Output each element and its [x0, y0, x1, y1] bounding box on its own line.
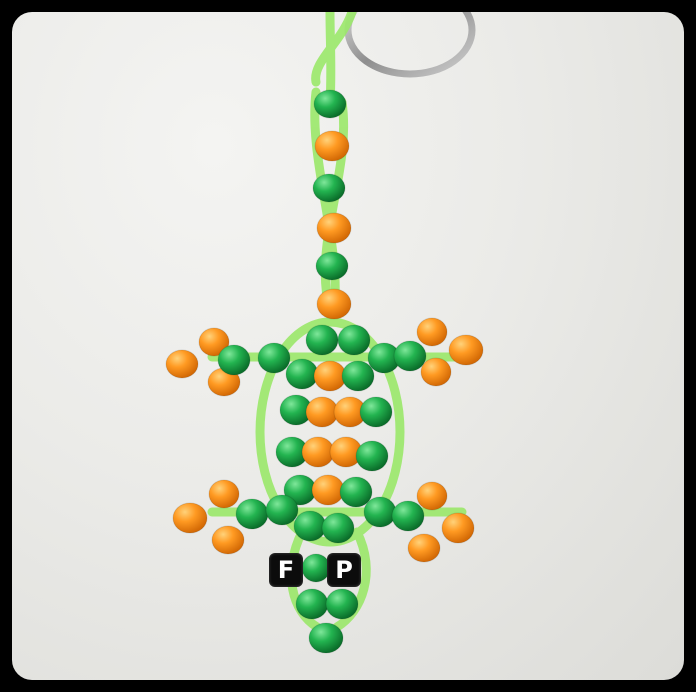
photo: F P: [12, 12, 684, 680]
letter-bead-p: P: [327, 553, 361, 587]
lace: [207, 12, 467, 632]
lizard-keychain-illustration: [165, 12, 484, 654]
beads: [165, 89, 484, 654]
letter-bead-f: F: [269, 553, 303, 587]
key-ring: [344, 12, 476, 78]
